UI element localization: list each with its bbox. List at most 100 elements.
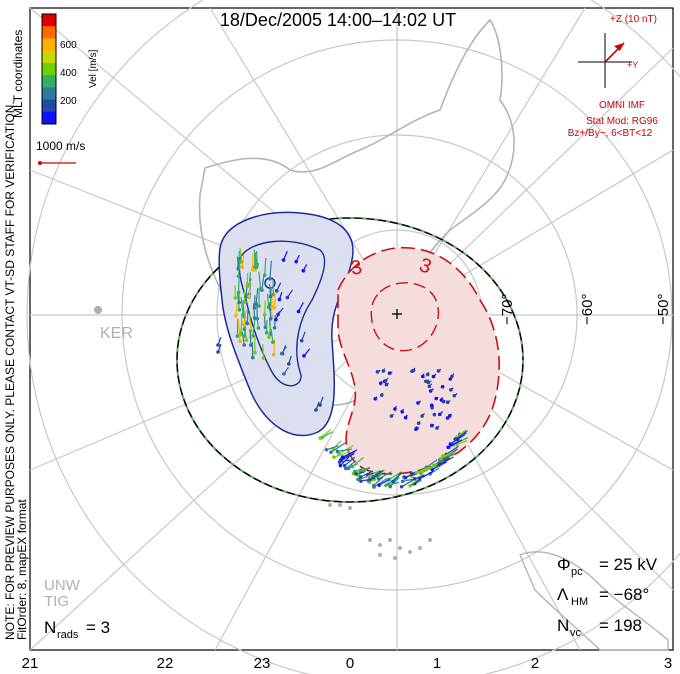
statistical-model: Stat Mod: RG96: [586, 116, 658, 127]
imf-vector-head: [614, 43, 624, 51]
velocity-vector-origin: [428, 389, 433, 393]
colorbar-tick-200: 200: [60, 96, 77, 107]
velocity-vector-origin: [437, 412, 442, 417]
velocity-vector-origin: [237, 308, 242, 312]
velocity-vector-origin: [412, 477, 417, 481]
velocity-vector-origin: [268, 294, 273, 299]
velocity-vector-origin: [350, 464, 354, 469]
velocity-vector-origin: [387, 371, 392, 375]
velocity-vector: [237, 319, 241, 335]
velocity-vector: [392, 472, 403, 483]
mlt-tick-3: 3: [664, 655, 672, 672]
velocity-vector: [262, 344, 264, 359]
velocity-vector-origin: [354, 472, 358, 476]
vector-count: N vc = 198: [557, 616, 642, 639]
velocity-vector-origin: [434, 396, 438, 401]
mlt-tick-23: 23: [254, 655, 271, 672]
velocity-vector-origin: [252, 306, 257, 310]
colorbar-segment: [42, 14, 56, 27]
svg-text:rads: rads: [57, 629, 79, 641]
velocity-vector-origin: [439, 456, 443, 461]
velocity-vector-origin: [296, 309, 301, 314]
velocity-vector: [269, 260, 272, 279]
velocity-vector: [426, 459, 438, 468]
velocity-vector: [351, 456, 364, 467]
velocity-vector-origin: [445, 416, 450, 420]
velocity-vector: [360, 470, 374, 478]
colorbar-frame: [41, 13, 57, 125]
velocity-vector-origin: [314, 408, 318, 412]
svg-text:Φ: Φ: [557, 555, 571, 574]
velocity-vector-origin: [445, 400, 450, 405]
velocity-vector-origin: [430, 467, 435, 472]
velocity-vector-origin: [274, 289, 279, 293]
velocity-vector-origin: [411, 368, 416, 373]
velocity-vector-origin: [420, 414, 424, 418]
imf-z-label: +Z (10 nT): [610, 14, 657, 25]
velocity-vector-origin: [299, 338, 304, 343]
velocity-vector: [273, 338, 276, 355]
latitude-label-60: −60°: [579, 294, 596, 325]
colorbar-label: Vel [m/s]: [88, 49, 99, 88]
velocity-vector: [240, 296, 244, 315]
velocity-vector-origin: [254, 265, 259, 270]
velocity-vector-origin: [268, 276, 272, 281]
svg-text:N: N: [44, 618, 56, 637]
velocity-vector: [268, 303, 272, 319]
velocity-vector-origin: [389, 414, 394, 418]
velocity-vector-origin: [233, 296, 238, 300]
svg-text:vc: vc: [570, 627, 582, 639]
velocity-vector-origin: [268, 317, 273, 321]
velocity-vector-origin: [400, 409, 405, 414]
velocity-colorbar: [42, 14, 56, 125]
velocity-vector-origin: [400, 479, 405, 484]
velocity-vector: [388, 471, 403, 480]
velocity-vector: [241, 254, 245, 268]
velocity-vector: [321, 431, 333, 439]
velocity-vector-origin: [425, 372, 430, 377]
velocity-vector-origin: [338, 463, 343, 468]
velocity-vector-origin: [437, 463, 441, 467]
velocity-vector-origin: [236, 290, 241, 295]
velocity-vector-origin: [242, 334, 247, 338]
velocity-vector-origin: [343, 466, 348, 471]
velocity-vector-origin: [239, 260, 244, 264]
velocity-vector-origin: [262, 273, 267, 277]
dawn-cell-inner-contour: [370, 282, 440, 352]
velocity-vector: [268, 324, 272, 338]
velocity-vector-origin: [281, 258, 286, 262]
velocity-vector-origin: [373, 396, 378, 401]
velocity-vector-origin: [250, 355, 255, 360]
velocity-vector-origin: [324, 447, 329, 452]
velocity-vector-origin: [381, 369, 386, 373]
velocity-vector: [274, 314, 276, 328]
velocity-vector: [440, 451, 456, 459]
velocity-vector-origin: [452, 393, 457, 398]
svg-text:= 3: = 3: [86, 618, 110, 637]
velocity-vector-origin: [241, 312, 245, 317]
velocity-vector-origin: [416, 421, 421, 426]
svg-text:= 25 kV: = 25 kV: [599, 555, 658, 574]
peninsula-coastline: [519, 551, 669, 651]
velocity-vector: [266, 293, 270, 308]
station-label-tig: TIG: [44, 593, 69, 610]
velocity-vector-origin: [378, 381, 383, 386]
velocity-vector-origin: [453, 437, 457, 441]
velocity-vector: [373, 477, 388, 488]
velocity-vector: [235, 302, 238, 316]
velocity-vector-origin: [250, 267, 255, 272]
velocity-vector-origin: [237, 300, 241, 305]
velocity-vector: [256, 251, 258, 265]
velocity-vector: [239, 320, 243, 335]
velocity-vector-origin: [446, 445, 450, 450]
velocity-vector: [337, 448, 352, 452]
velocity-vector-origin: [287, 362, 291, 366]
velocity-vector: [360, 477, 376, 482]
velocity-vector-origin: [448, 377, 453, 381]
velocity-vector: [438, 456, 454, 466]
velocity-vector: [270, 328, 274, 343]
svg-text:N: N: [557, 616, 569, 635]
velocity-vector: [264, 257, 267, 276]
velocity-vector-origin: [432, 412, 437, 417]
velocity-vector-origin: [216, 343, 220, 347]
